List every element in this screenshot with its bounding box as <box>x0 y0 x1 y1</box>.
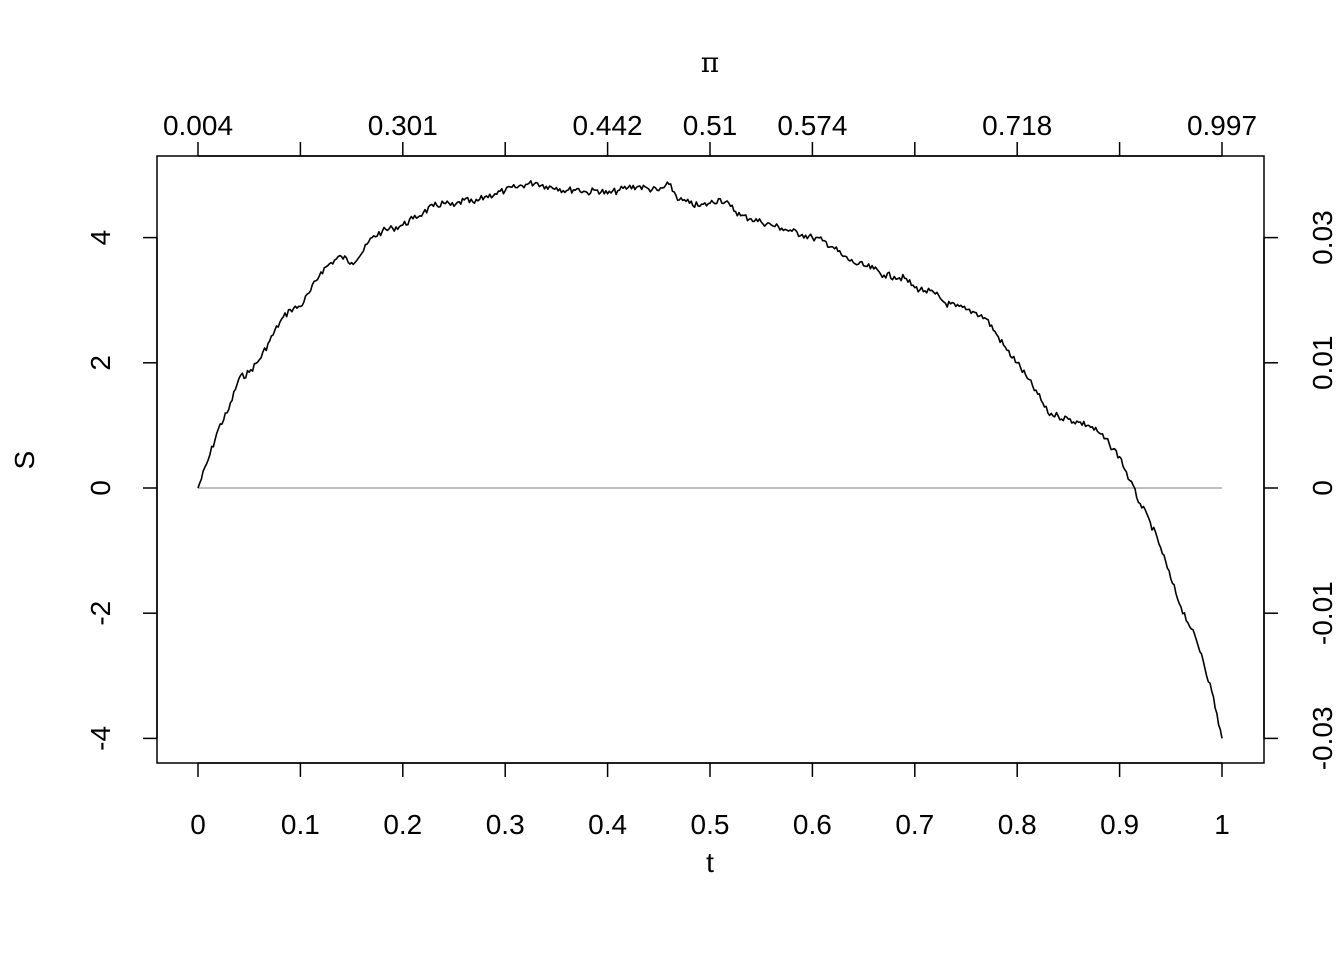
x-tick-label: 0.9 <box>1100 809 1139 840</box>
y-tick-label: -4 <box>85 726 116 751</box>
top-axis: 0.004 0.301 0.442 0.51 0.574 0.718 0.997 <box>163 110 1257 157</box>
right-tick-label: -0.01 <box>1307 581 1338 645</box>
top-tick-label: 0.574 <box>777 110 847 141</box>
x-tick-label: 0.1 <box>281 809 320 840</box>
x-tick-label: 0.7 <box>895 809 934 840</box>
y-axis: -4 -2 0 2 4 <box>85 230 158 751</box>
y-tick-label: 0 <box>85 480 116 496</box>
x-tick-label: 0.4 <box>588 809 627 840</box>
top-tick-label: 0.997 <box>1187 110 1257 141</box>
right-tick-label: 0.01 <box>1307 336 1338 391</box>
right-tick-label: -0.03 <box>1307 706 1338 770</box>
x-axis: 0 0.1 0.2 0.3 0.4 0.5 0.6 0.7 0.8 0.9 1 <box>190 762 1230 840</box>
top-tick-label: 0.301 <box>368 110 438 141</box>
y-tick-label: 4 <box>85 230 116 246</box>
top-tick-label: 0.004 <box>163 110 233 141</box>
top-tick-label: 0.442 <box>573 110 643 141</box>
x-tick-label: 0.2 <box>383 809 422 840</box>
top-tick-label: 0.718 <box>982 110 1052 141</box>
right-tick-label: 0.03 <box>1307 210 1338 265</box>
x-tick-label: 0.8 <box>998 809 1037 840</box>
top-tick-label: 0.51 <box>683 110 738 141</box>
plot-frame <box>156 155 1265 764</box>
x-axis-title: t <box>706 847 714 878</box>
x-tick-label: 1 <box>1214 809 1230 840</box>
top-axis-title: π <box>701 46 719 79</box>
x-tick-label: 0.6 <box>793 809 832 840</box>
y-tick-label: -2 <box>85 601 116 626</box>
right-axis: -0.03 -0.01 0 0.01 0.03 <box>1263 210 1338 770</box>
x-tick-label: 0.5 <box>691 809 730 840</box>
series-layer <box>197 180 1223 739</box>
x-tick-label: 0 <box>190 809 206 840</box>
right-tick-label: 0 <box>1307 480 1338 496</box>
series-line <box>197 180 1223 739</box>
y-axis-title: S <box>9 451 40 470</box>
y-tick-label: 2 <box>85 355 116 371</box>
x-tick-label: 0.3 <box>486 809 525 840</box>
